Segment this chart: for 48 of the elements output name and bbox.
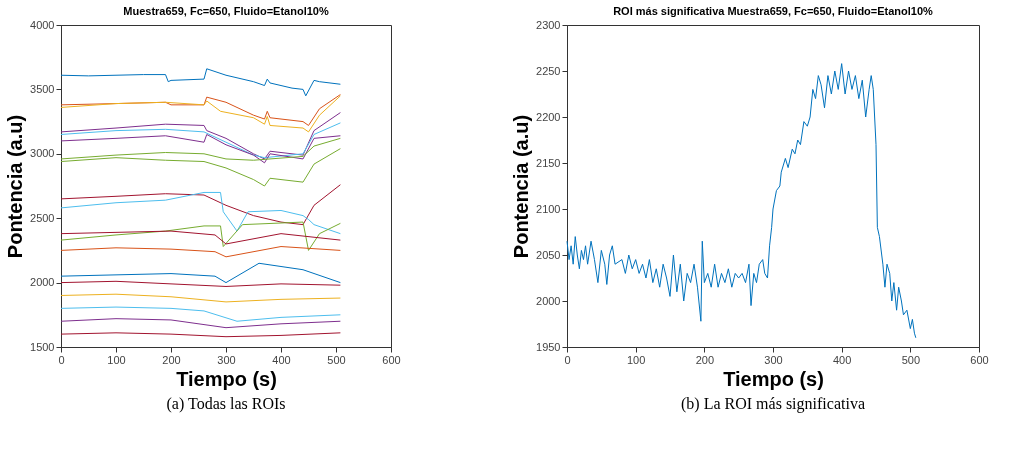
- x-tick-label: 300: [217, 353, 236, 366]
- y-tick-label: 3000: [30, 147, 55, 160]
- y-tick-label: 2500: [30, 211, 55, 224]
- x-tick-label: 600: [382, 353, 401, 366]
- y-axis-title: Pontencia (a.u): [4, 114, 27, 259]
- x-tick-label: 200: [695, 353, 715, 366]
- x-tick-label: 500: [901, 353, 921, 366]
- line-series: [60, 191, 341, 235]
- y-tick-label: 4000: [30, 18, 55, 31]
- x-axis-title: Tiempo (s): [176, 367, 277, 390]
- x-tick-label: 400: [832, 353, 852, 366]
- line-series: [60, 95, 341, 133]
- y-tick-label: 2000: [30, 276, 55, 289]
- x-tick-label: 600: [970, 353, 989, 366]
- y-tick-label: 1950: [536, 340, 561, 353]
- line-series: [60, 184, 341, 226]
- line-series: [566, 63, 917, 339]
- line-series: [60, 68, 341, 97]
- y-axis-title: Pontencia (a.u): [510, 114, 533, 259]
- y-tick-label: 2150: [536, 156, 561, 169]
- x-axis-title: Tiempo (s): [723, 367, 824, 390]
- y-tick-label: 3500: [30, 82, 55, 95]
- x-tick-label: 200: [162, 353, 181, 366]
- chart-title: Muestra659, Fc=650, Fluido=Etanol10%: [123, 5, 329, 17]
- line-series: [60, 230, 341, 245]
- y-tick-label: 2200: [536, 110, 561, 123]
- y-tick-label: 2300: [536, 18, 561, 31]
- text: (a) Todas las ROIs: [166, 395, 286, 413]
- line-series: [60, 262, 341, 284]
- x-tick-label: 100: [107, 353, 126, 366]
- text: (b) La ROI más significativa: [681, 395, 865, 413]
- line-series: [60, 246, 341, 258]
- line-series: [60, 221, 341, 251]
- line-series: [60, 293, 341, 303]
- x-tick-label: 400: [272, 353, 291, 366]
- y-tick-label: 2050: [536, 248, 561, 261]
- x-tick-label: 300: [764, 353, 783, 366]
- x-tick-label: 0: [564, 353, 571, 366]
- y-tick-label: 1500: [30, 340, 55, 353]
- y-tick-label: 2100: [536, 202, 561, 215]
- x-tick-label: 500: [327, 353, 346, 366]
- line-series: [60, 306, 341, 322]
- x-tick-label: 0: [58, 353, 65, 366]
- line-series: [60, 318, 341, 329]
- chart-title: ROI más significativa Muestra659, Fc=650, Fluido=Etanol10%: [613, 5, 934, 17]
- y-tick-label: 2250: [536, 64, 561, 77]
- y-tick-label: 2000: [536, 294, 561, 307]
- x-tick-label: 100: [626, 353, 646, 366]
